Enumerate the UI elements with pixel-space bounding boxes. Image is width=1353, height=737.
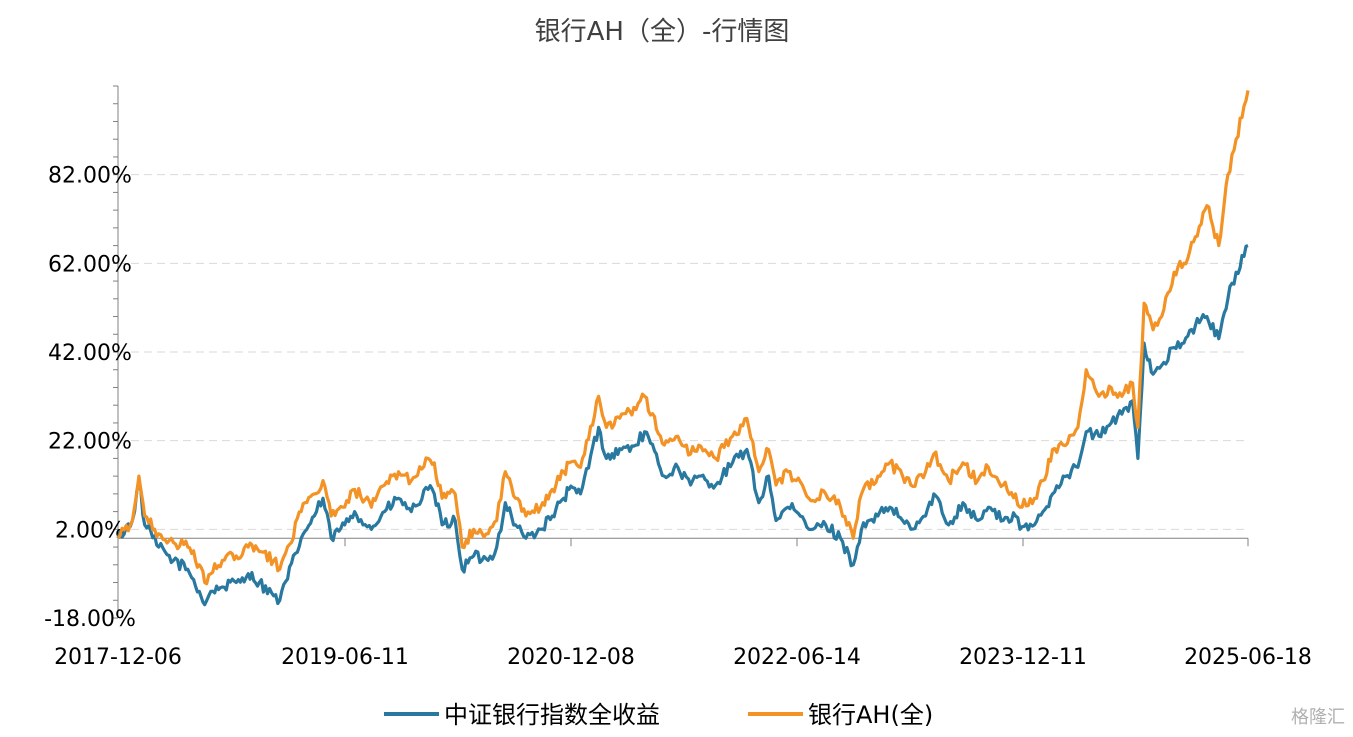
y-tick-label: 22.00%: [48, 430, 132, 455]
legend: 中证银行指数全收益 银行AH(全): [384, 701, 933, 729]
x-tick-label: 2020-12-08: [507, 645, 635, 670]
series-line: [116, 244, 1249, 607]
x-tick-label: 2017-12-06: [54, 645, 182, 670]
y-axis-ticks: -18.00% 2.00% 22.00% 42.00% 62.00% 82.00%: [44, 164, 136, 632]
y-tick-label: 62.00%: [48, 252, 132, 277]
y-tick-label: 2.00%: [55, 518, 125, 543]
legend-label: 中证银行指数全收益: [444, 701, 660, 729]
x-tick-label: 2022-06-14: [733, 645, 861, 670]
series-line: [116, 90, 1250, 586]
y-tick-label: 82.00%: [48, 164, 132, 189]
grid-lines: [118, 174, 1248, 530]
x-tick-label: 2019-06-11: [281, 645, 409, 670]
x-tick-label: 2023-12-11: [959, 645, 1087, 670]
axes: [113, 85, 1248, 619]
y-tick-label: -18.00%: [44, 607, 136, 632]
x-axis-ticks: 2017-12-06 2019-06-11 2020-12-08 2022-06-14…: [54, 538, 1312, 670]
watermark: 格隆汇: [1291, 707, 1345, 728]
x-tick-label: 2025-06-18: [1184, 645, 1312, 670]
y-tick-label: 42.00%: [48, 341, 132, 366]
chart-title: 银行AH（全）-行情图: [535, 17, 790, 47]
legend-label: 银行AH(全): [808, 701, 933, 729]
series-lines: [116, 90, 1250, 607]
